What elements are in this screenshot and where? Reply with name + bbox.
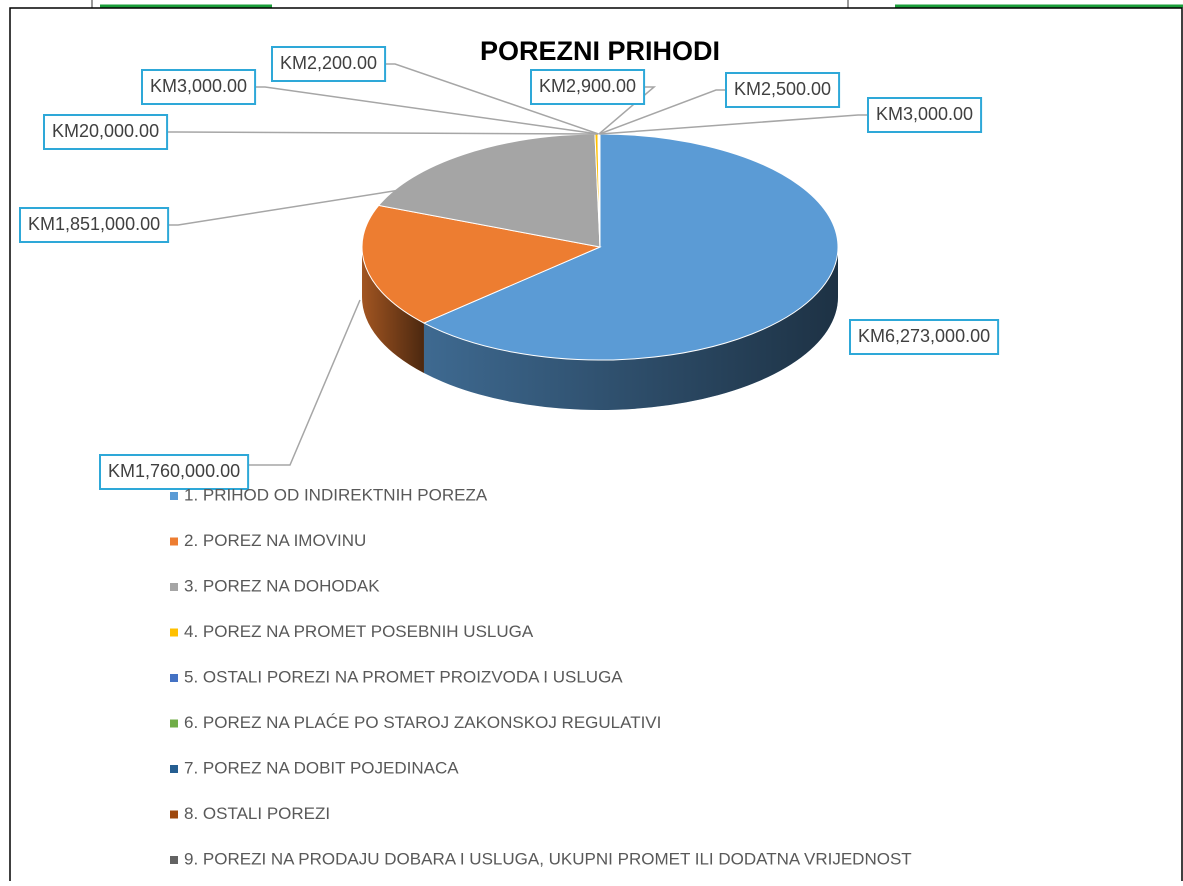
leader-line <box>248 300 360 465</box>
legend-swatch <box>170 720 178 728</box>
leader-line <box>600 115 868 134</box>
data-label: KM1,760,000.00 <box>108 461 240 481</box>
data-label: KM2,500.00 <box>734 79 831 99</box>
legend-label: 4. POREZ NA PROMET POSEBNIH USLUGA <box>184 622 534 641</box>
data-label: KM2,200.00 <box>280 53 377 73</box>
legend-label: 9. POREZI NA PRODAJU DOBARA I USLUGA, UK… <box>184 849 912 868</box>
leader-line <box>168 190 400 225</box>
data-label: KM20,000.00 <box>52 121 159 141</box>
legend-label: 2. POREZ NA IMOVINU <box>184 531 366 550</box>
legend-swatch <box>170 765 178 773</box>
legend-swatch <box>170 856 178 864</box>
pie <box>362 134 838 410</box>
legend-swatch <box>170 492 178 500</box>
legend-label: 1. PRIHOD OD INDIREKTNIH POREZA <box>184 485 488 504</box>
legend-label: 8. OSTALI POREZI <box>184 804 330 823</box>
data-label: KM3,000.00 <box>876 104 973 124</box>
leader-line <box>167 132 596 134</box>
data-label: KM2,900.00 <box>539 76 636 96</box>
legend-label: 7. POREZ NA DOBIT POJEDINACA <box>184 758 459 777</box>
legend-swatch <box>170 538 178 546</box>
legend-swatch <box>170 674 178 682</box>
legend-swatch <box>170 629 178 637</box>
legend: 1. PRIHOD OD INDIREKTNIH POREZA 2. POREZ … <box>170 485 912 868</box>
legend-swatch <box>170 811 178 819</box>
data-label: KM1,851,000.00 <box>28 214 160 234</box>
data-label: KM3,000.00 <box>150 76 247 96</box>
legend-label: 5. OSTALI POREZI NA PROMET PROIZVODA I U… <box>184 667 623 686</box>
legend-label: 3. POREZ NA DOHODAK <box>184 576 380 595</box>
data-label: KM6,273,000.00 <box>858 326 990 346</box>
legend-swatch <box>170 583 178 591</box>
chart-title: POREZNI PRIHODI <box>480 36 720 66</box>
legend-label: 6. POREZ NA PLAĆE PO STAROJ ZAKONSKOJ RE… <box>184 713 661 732</box>
